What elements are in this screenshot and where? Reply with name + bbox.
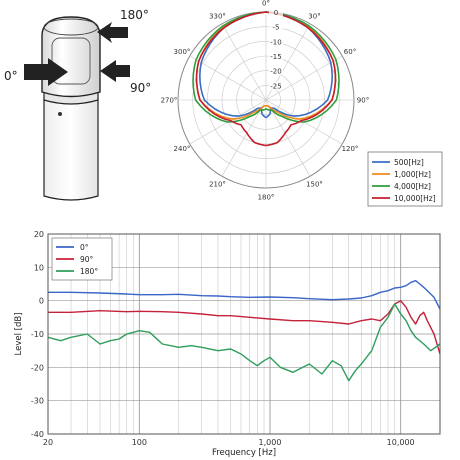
polar-spoke xyxy=(265,99,311,177)
polar-radial-label-bg xyxy=(269,37,283,46)
polar-angle-label: 0° xyxy=(262,0,270,8)
polar-radial-label: -15 xyxy=(270,53,281,61)
polar-angle-label: 330° xyxy=(209,12,226,20)
freq-legend-label: 90° xyxy=(80,255,94,264)
polar-radial-label: -5 xyxy=(273,24,280,32)
arrow-180-icon xyxy=(97,22,128,43)
angle-label-90: 90° xyxy=(130,81,151,95)
polar-angle-label: 180° xyxy=(258,194,275,202)
angle-label-180: 180° xyxy=(120,8,149,22)
polar-radial-label-bg xyxy=(269,66,283,76)
y-tick-label: -20 xyxy=(31,363,44,372)
polar-radial-label: -25 xyxy=(270,82,281,90)
polar-chart: 0° 30° 60° 90° 120° 150° 180° 210° 240° 270° 300° 3… xyxy=(161,0,443,207)
polar-radial-label: -10 xyxy=(270,38,281,46)
y-tick-label: 0 xyxy=(39,297,44,306)
polar-legend-label: 10,000[Hz] xyxy=(394,194,436,203)
polar-angle-label: 210° xyxy=(209,181,226,189)
polar-radial-label: -20 xyxy=(270,68,281,76)
x-tick-label: 1,000 xyxy=(259,438,282,447)
freq-series xyxy=(47,280,441,382)
polar-radial-label-bg xyxy=(269,22,283,32)
y-axis-label: Level [dB] xyxy=(14,313,24,356)
mic-body xyxy=(43,97,99,201)
polar-angle-label: 300° xyxy=(174,48,191,56)
polar-legend-label: 500[Hz] xyxy=(394,158,424,167)
mic-head xyxy=(41,16,101,98)
polar-series xyxy=(192,11,340,147)
polar-radial-label-bg xyxy=(269,52,283,61)
arrow-90-icon xyxy=(100,60,130,82)
polar-angle-label: 270° xyxy=(161,97,178,105)
y-tick-label: 10 xyxy=(34,263,44,272)
polar-angle-label: 150° xyxy=(306,181,323,189)
x-axis-label: Frequency [Hz] xyxy=(212,448,276,458)
polar-spoke xyxy=(221,23,267,101)
x-tick-label: 10,000 xyxy=(387,438,415,447)
polar-spoke xyxy=(265,55,343,101)
polar-legend-label: 1,000[Hz] xyxy=(394,170,431,179)
freq-legend: 0° 90° 180° xyxy=(51,237,113,281)
polar-angle-labels: 0° 30° 60° 90° 120° 150° 180° 210° 240° 270° 300° 3… xyxy=(161,0,370,202)
polar-radial-label-bg xyxy=(269,81,283,90)
freq-legend-label: 180° xyxy=(80,267,98,276)
y-tick-label: -30 xyxy=(31,397,44,406)
polar-angle-label: 120° xyxy=(342,145,359,153)
y-tick-label: -10 xyxy=(31,330,44,339)
angle-label-0: 0° xyxy=(4,69,18,83)
freq-series-line xyxy=(48,300,441,355)
mic-head-top xyxy=(43,18,99,36)
polar-spoke xyxy=(221,99,267,177)
freq-legend-label: 0° xyxy=(80,243,89,252)
y-tick-label: 20 xyxy=(34,230,44,239)
y-tick-label: -40 xyxy=(31,430,44,439)
x-tick-label: 100 xyxy=(132,438,147,447)
freq-series-line xyxy=(48,280,441,310)
polar-radial-label: 0 xyxy=(274,9,278,17)
arrow-0-icon xyxy=(24,58,68,86)
polar-radial-label-bg xyxy=(269,8,283,17)
polar-legend-box xyxy=(367,151,443,207)
microphone-diagram: 180° 0° 90° xyxy=(4,8,151,201)
polar-angle-label: 90° xyxy=(357,97,369,105)
polar-angle-label: 240° xyxy=(174,145,191,153)
polar-grid xyxy=(177,11,355,189)
polar-legend-label: 4,000[Hz] xyxy=(394,182,431,191)
polar-series-line xyxy=(195,11,337,147)
polar-spoke xyxy=(189,55,267,101)
polar-series-line xyxy=(199,11,334,119)
polar-angle-label: 60° xyxy=(344,48,356,56)
polar-legend: 500[Hz] 1,000[Hz] 4,000[Hz] 10,000[Hz] xyxy=(367,151,443,207)
x-tick-label: 20 xyxy=(43,438,53,447)
plot-frame xyxy=(47,233,441,435)
polar-radial-labels: 0 -5 -10 -15 -20 -25 xyxy=(269,8,283,90)
mic-screw xyxy=(58,112,62,116)
polar-series-line xyxy=(192,11,340,123)
freq-series-line xyxy=(47,303,441,382)
polar-angle-label: 30° xyxy=(308,12,320,20)
